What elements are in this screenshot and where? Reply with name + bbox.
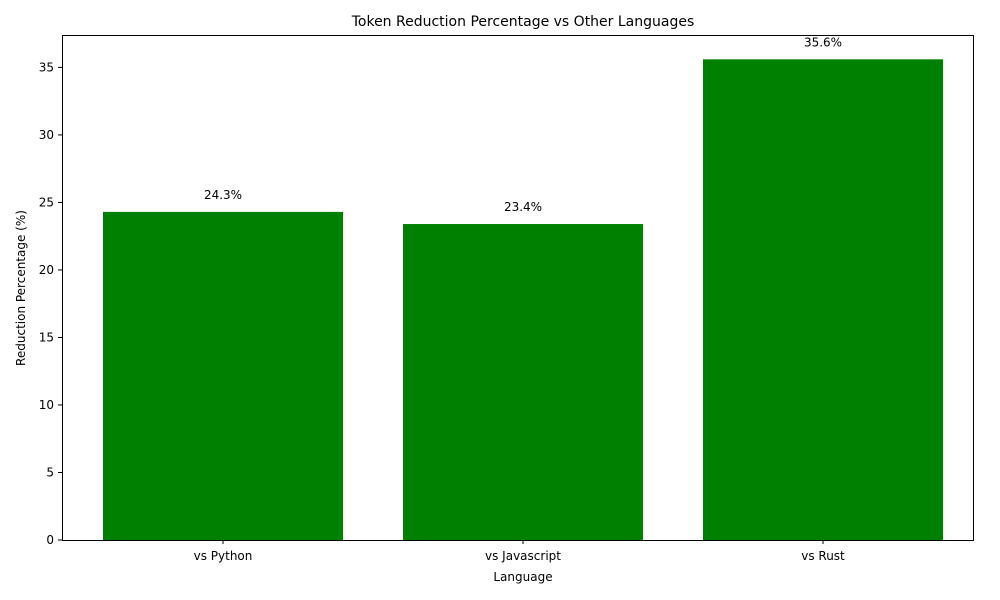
- y-tick-label-15: 15: [39, 330, 54, 344]
- y-tick-label-30: 30: [39, 128, 54, 142]
- y-tick-label-5: 5: [46, 465, 54, 479]
- x-tick-label-vs-rust: vs Rust: [801, 549, 845, 563]
- bar-value-label-vs-javascript: 23.4%: [504, 200, 542, 214]
- y-tick-label-10: 10: [39, 398, 54, 412]
- bar-vs-python: [103, 211, 343, 541]
- y-axis-label: Reduction Percentage (%): [14, 210, 28, 366]
- x-tick-label-vs-javascript: vs Javascript: [485, 549, 561, 563]
- x-tick-label-vs-python: vs Python: [194, 549, 253, 563]
- bar-vs-rust: [703, 59, 943, 541]
- plot-area: 24.3% vs Python 23.4% vs Javascript 35.6% vs …: [39, 35, 974, 563]
- x-axis-label: Language: [493, 570, 552, 584]
- y-tick-label-0: 0: [46, 533, 54, 547]
- y-tick-label-25: 25: [39, 195, 54, 209]
- y-tick-label-35: 35: [39, 60, 54, 74]
- axes-frame: [62, 35, 974, 541]
- bar-value-label-vs-python: 24.3%: [204, 188, 242, 202]
- bar-value-label-vs-rust: 35.6%: [804, 35, 842, 49]
- chart-title: Token Reduction Percentage vs Other Lang…: [351, 14, 695, 30]
- bar-vs-javascript: [403, 224, 643, 541]
- y-tick-label-20: 20: [39, 263, 54, 277]
